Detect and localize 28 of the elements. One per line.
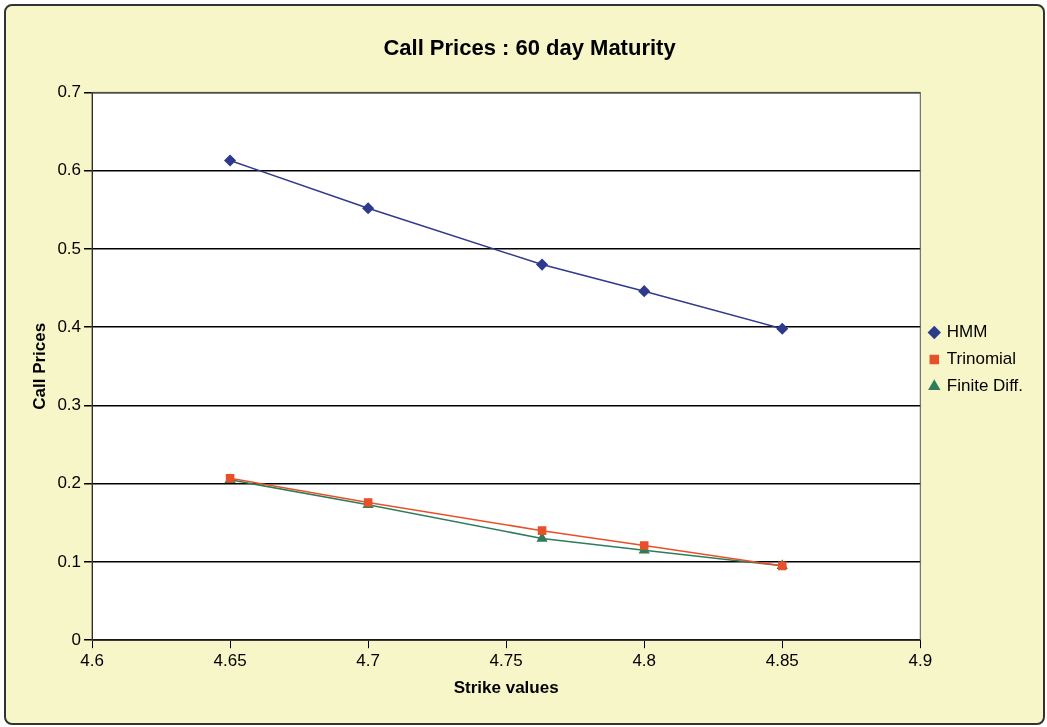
point <box>362 202 374 214</box>
point <box>224 154 236 167</box>
legend-label: Trinomial <box>946 349 1017 369</box>
y-tick-label: 0.7 <box>57 82 82 102</box>
x-tick-label: 4.7 <box>356 651 380 671</box>
y-tick-label: 0 <box>71 629 82 649</box>
legend-label: Finite Diff. <box>946 376 1024 396</box>
y-tick-label: 0.2 <box>57 473 82 493</box>
y-tick-label: 0.5 <box>57 238 82 258</box>
x-tick-label: 4.65 <box>213 651 247 671</box>
x-tick-label: 4.9 <box>908 651 933 671</box>
y-axis-title: Call Prices <box>29 322 49 410</box>
point <box>639 541 649 550</box>
point <box>536 258 548 271</box>
y-tick-label: 0.4 <box>57 316 82 336</box>
x-tick-label: 4.75 <box>489 651 523 671</box>
x-tick-label: 4.8 <box>632 651 657 671</box>
y-tick-label: 0.1 <box>57 551 82 571</box>
point <box>638 285 650 297</box>
x-tick-label: 4.6 <box>80 651 104 671</box>
y-tick-label: 0.6 <box>57 160 82 180</box>
y-tick-label: 0.3 <box>57 395 82 415</box>
point <box>776 322 788 335</box>
x-axis-title: Strike values <box>453 678 559 698</box>
x-tick-label: 4.85 <box>765 651 799 671</box>
chart-title: Call Prices : 60 day Maturity <box>383 35 677 61</box>
point <box>537 526 547 535</box>
legend-label: HMM <box>946 322 988 342</box>
